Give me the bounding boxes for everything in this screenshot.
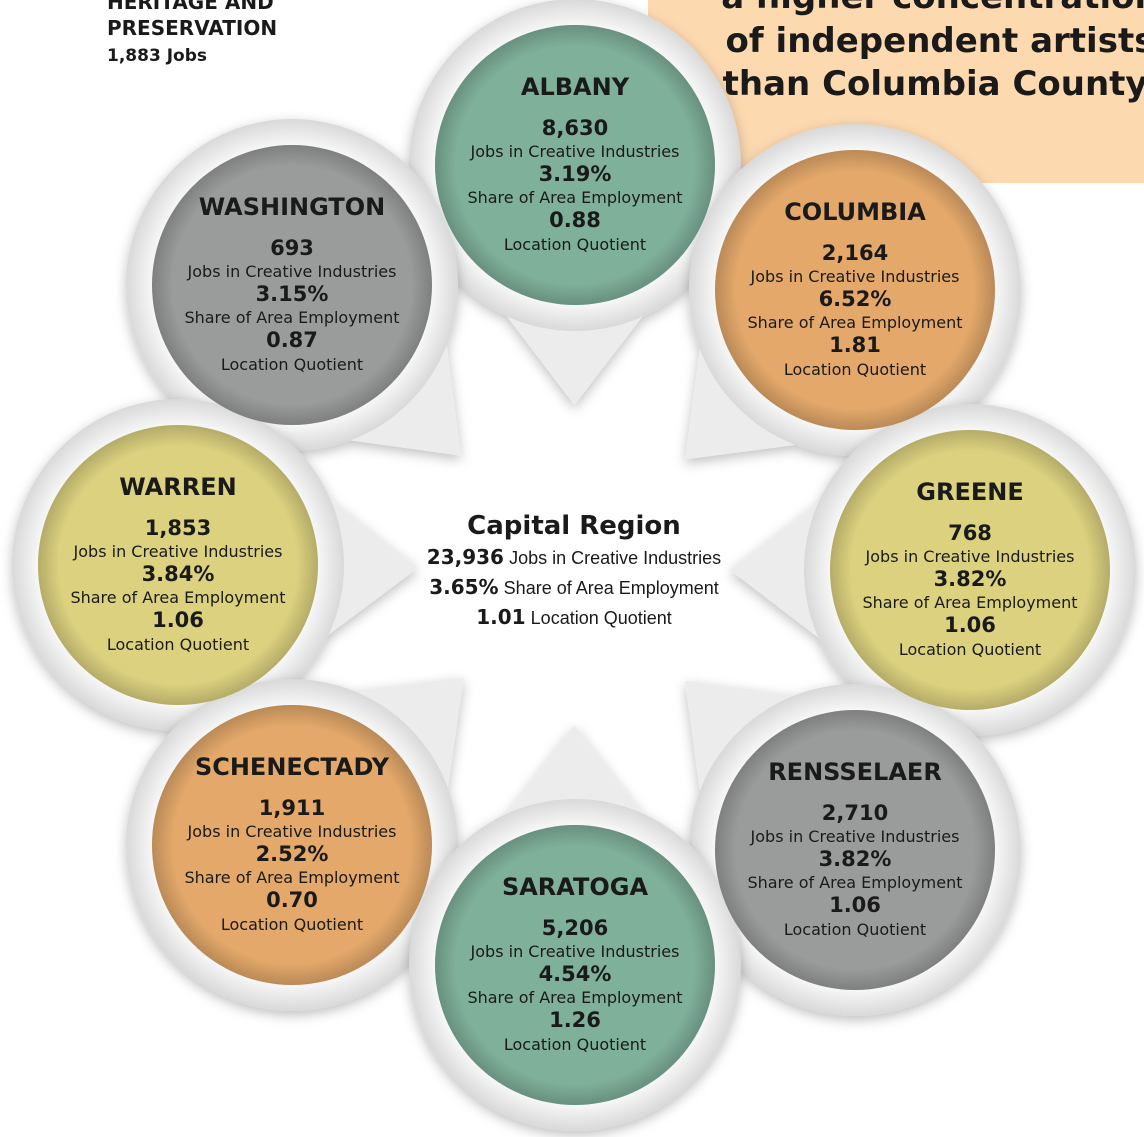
county-lq: 1.81 <box>829 333 881 357</box>
county-jobs-label: Jobs in Creative Industries <box>73 542 283 561</box>
county-shade <box>715 150 995 430</box>
county-share-label: Share of Area Employment <box>862 593 1077 612</box>
county-jobs-label: Jobs in Creative Industries <box>865 547 1075 566</box>
county-lq: 1.26 <box>549 1008 601 1032</box>
county-jobs: 8,630 <box>542 116 608 140</box>
center-row: 1.01 Location Quotient <box>476 605 672 629</box>
county-lq-label: Location Quotient <box>221 355 363 374</box>
bubble-tail <box>506 316 643 405</box>
county-name: ALBANY <box>521 73 630 101</box>
callout-line: of independent artists <box>726 21 1144 61</box>
county-share: 3.82% <box>934 567 1007 591</box>
county-lq: 1.06 <box>829 893 881 917</box>
center-value: 1.01 <box>476 605 525 629</box>
county-share-label: Share of Area Employment <box>184 868 399 887</box>
county-jobs-label: Jobs in Creative Industries <box>750 827 960 846</box>
county-jobs: 2,164 <box>822 241 888 265</box>
heading-jobs: 1,883 Jobs <box>107 46 207 66</box>
county-shade <box>435 25 715 305</box>
county-share: 3.15% <box>256 282 329 306</box>
county-share-label: Share of Area Employment <box>747 313 962 332</box>
center-row: 3.65% Share of Area Employment <box>429 575 719 599</box>
county-shade <box>830 430 1110 710</box>
county-shade <box>152 145 432 425</box>
county-share: 2.52% <box>256 842 329 866</box>
county-share-label: Share of Area Employment <box>467 188 682 207</box>
county-lq: 0.88 <box>549 208 601 232</box>
county-name: GREENE <box>916 478 1023 506</box>
county-shade <box>152 705 432 985</box>
county-name: COLUMBIA <box>784 198 926 226</box>
county-lq-label: Location Quotient <box>784 920 926 939</box>
center-value: 3.65% <box>429 575 498 599</box>
heading-line: HERITAGE AND <box>107 0 274 14</box>
center-label: Location Quotient <box>531 608 672 628</box>
county-jobs-label: Jobs in Creative Industries <box>187 262 397 281</box>
county-lq-label: Location Quotient <box>784 360 926 379</box>
county-name: SARATOGA <box>502 873 649 901</box>
center-label: Share of Area Employment <box>504 578 719 598</box>
county-jobs: 5,206 <box>542 916 608 940</box>
county-jobs: 693 <box>270 236 314 260</box>
county-jobs: 1,911 <box>259 796 325 820</box>
county-shade <box>435 825 715 1105</box>
county-share-label: Share of Area Employment <box>184 308 399 327</box>
county-jobs: 2,710 <box>822 801 888 825</box>
county-lq: 0.87 <box>266 328 318 352</box>
heading-line: PRESERVATION <box>107 16 277 40</box>
bubble-tail <box>506 725 643 814</box>
county-jobs-label: Jobs in Creative Industries <box>187 822 397 841</box>
county-jobs-label: Jobs in Creative Industries <box>470 142 680 161</box>
center-text: Capital Region 23,936 Jobs in Creative I… <box>427 511 721 629</box>
county-lq-label: Location Quotient <box>221 915 363 934</box>
county-share-label: Share of Area Employment <box>747 873 962 892</box>
county-lq: 0.70 <box>266 888 318 912</box>
county-lq-label: Location Quotient <box>504 1035 646 1054</box>
county-share: 6.52% <box>819 287 892 311</box>
county-lq-label: Location Quotient <box>107 635 249 654</box>
county-lq-label: Location Quotient <box>899 640 1041 659</box>
callout-line: a higher concentration <box>721 0 1144 17</box>
county-share-label: Share of Area Employment <box>70 588 285 607</box>
county-lq: 1.06 <box>152 608 204 632</box>
center-label: Jobs in Creative Industries <box>509 548 721 568</box>
county-share-label: Share of Area Employment <box>467 988 682 1007</box>
county-name: WARREN <box>119 473 236 501</box>
county-lq-label: Location Quotient <box>504 235 646 254</box>
county-lq: 1.06 <box>944 613 996 637</box>
county-shade <box>715 710 995 990</box>
center-value: 23,936 <box>427 545 504 569</box>
county-name: SCHENECTADY <box>195 753 390 781</box>
callout-line: than Columbia County. <box>723 64 1144 104</box>
county-jobs: 768 <box>948 521 992 545</box>
county-name: RENSSELAER <box>768 758 942 786</box>
county-jobs-label: Jobs in Creative Industries <box>750 267 960 286</box>
callout: a higher concentration of independent ar… <box>721 0 1144 104</box>
county-share: 3.82% <box>819 847 892 871</box>
county-jobs-label: Jobs in Creative Industries <box>470 942 680 961</box>
county-share: 3.19% <box>539 162 612 186</box>
heading: HERITAGE AND PRESERVATION 1,883 Jobs <box>107 0 277 66</box>
county-shade <box>38 425 318 705</box>
county-jobs: 1,853 <box>145 516 211 540</box>
bubble-tail <box>730 502 819 638</box>
bubble-tail <box>328 499 418 635</box>
center-name: Capital Region <box>467 511 681 541</box>
county-share: 4.54% <box>539 962 612 986</box>
center-row: 23,936 Jobs in Creative Industries <box>427 545 721 569</box>
county-share: 3.84% <box>142 562 215 586</box>
county-name: WASHINGTON <box>199 193 386 221</box>
